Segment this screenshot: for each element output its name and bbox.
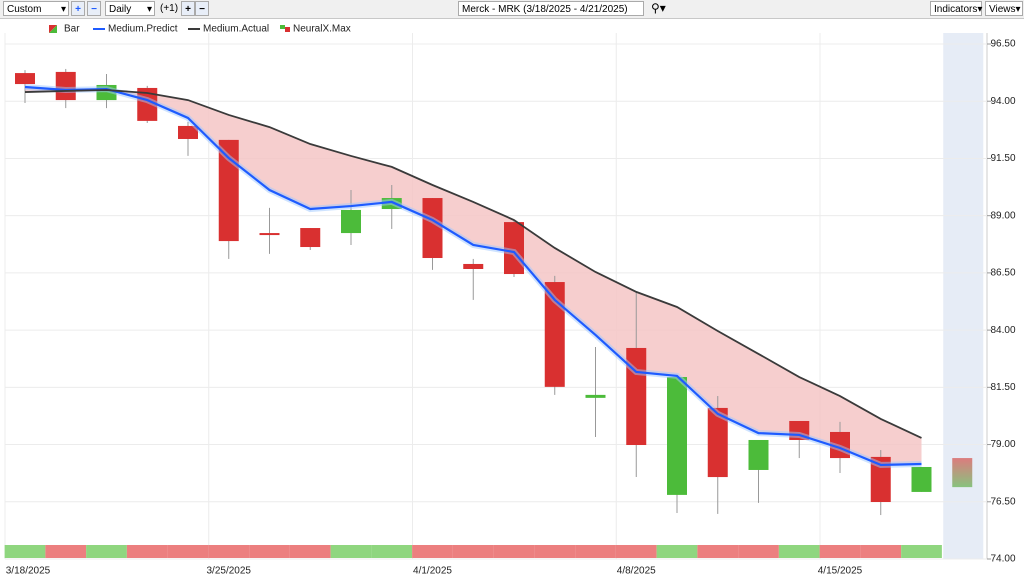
views-button[interactable]: Views▾ <box>985 1 1023 16</box>
y-tick-label: 96.50 <box>990 39 1015 50</box>
signal-cell <box>575 545 616 558</box>
range-text: Custom <box>7 4 42 15</box>
symbol-box[interactable]: Merck - MRK (3/18/2025 - 4/21/2025) <box>458 1 644 16</box>
y-tick-label: 86.50 <box>990 268 1015 279</box>
signal-cell <box>289 545 331 558</box>
y-tick-label: 89.00 <box>990 210 1015 221</box>
indicators-button[interactable]: Indicators▾ <box>930 1 982 16</box>
signal-cell <box>45 545 87 558</box>
candle-body <box>870 456 891 503</box>
offset-plus[interactable]: + <box>181 1 195 16</box>
candle-body <box>300 228 321 248</box>
signal-cell <box>860 545 902 558</box>
signal-cell <box>493 545 535 558</box>
candle-body <box>259 233 280 236</box>
zoom-in[interactable]: + <box>71 1 85 16</box>
y-tick-label: 91.50 <box>990 153 1015 164</box>
spread-area <box>25 87 922 465</box>
candle-body <box>544 282 565 387</box>
interval-select[interactable]: Daily ▾ <box>105 1 155 16</box>
range-select[interactable]: Custom ▾ <box>3 1 69 16</box>
signal-cell <box>4 545 46 558</box>
candle-body <box>748 439 769 470</box>
signal-cell <box>534 545 576 558</box>
y-tick-label: 76.50 <box>990 496 1015 507</box>
x-tick-label: 4/8/2025 <box>617 566 656 577</box>
toolbar: Custom ▾ + − Daily ▾ (+1) + − Merck - MRK … <box>0 0 1024 19</box>
search-icon[interactable]: ⚲▾ <box>651 1 666 15</box>
zoom-out[interactable]: − <box>87 1 101 16</box>
signal-cell <box>656 545 698 558</box>
candle-body <box>422 198 443 259</box>
y-tick-label: 79.00 <box>990 439 1015 450</box>
signal-cell <box>86 545 127 558</box>
x-tick-label: 3/18/2025 <box>6 566 51 577</box>
y-tick-label: 84.00 <box>990 325 1015 336</box>
indicators-text: Indicators <box>934 4 978 15</box>
candle-body <box>55 71 76 101</box>
signal-cell <box>697 545 739 558</box>
legend-icon <box>280 25 285 29</box>
signal-cell <box>249 545 290 558</box>
candle-body <box>707 407 728 478</box>
offset-text: (+1) <box>160 3 179 14</box>
symbol-text: Merck - MRK (3/18/2025 - 4/21/2025) <box>462 4 628 15</box>
signal-cell <box>208 545 250 558</box>
offset-minus[interactable]: − <box>195 1 209 16</box>
candle-body <box>341 209 361 234</box>
signal-cell <box>819 545 861 558</box>
signal-cell <box>452 545 494 558</box>
signal-cell <box>371 545 413 558</box>
signal-cell <box>412 545 453 558</box>
legend-icon <box>49 25 57 33</box>
legend-label: Bar <box>64 24 80 35</box>
candle-body <box>15 73 35 85</box>
y-tick-label: 94.00 <box>990 96 1015 107</box>
signal-cell <box>738 545 779 558</box>
legend-label: Medium.Predict <box>108 24 178 35</box>
forecast-box <box>952 458 973 488</box>
x-tick-label: 4/1/2025 <box>413 566 452 577</box>
y-tick-label: 81.50 <box>990 382 1015 393</box>
actual-line <box>24 89 922 439</box>
signal-cell <box>126 545 168 558</box>
signal-cell <box>778 545 820 558</box>
signal-cell <box>330 545 372 558</box>
signal-cell <box>615 545 657 558</box>
candle-body <box>911 466 932 492</box>
y-tick-label: 74.00 <box>990 554 1015 565</box>
candle-body <box>667 377 687 495</box>
candle-body <box>463 263 484 269</box>
legend-icon <box>285 27 290 32</box>
legend-label: NeuralX.Max <box>293 24 351 35</box>
candle-body <box>178 125 198 139</box>
candle-body <box>585 394 606 398</box>
x-tick-label: 3/25/2025 <box>207 566 252 577</box>
legend-label: Medium.Actual <box>203 24 269 35</box>
predict-line <box>24 85 922 467</box>
views-text: Views <box>989 4 1016 15</box>
signal-cell <box>901 545 942 558</box>
signal-cell <box>167 545 209 558</box>
interval-text: Daily <box>109 4 132 15</box>
x-tick-label: 4/15/2025 <box>818 566 863 577</box>
